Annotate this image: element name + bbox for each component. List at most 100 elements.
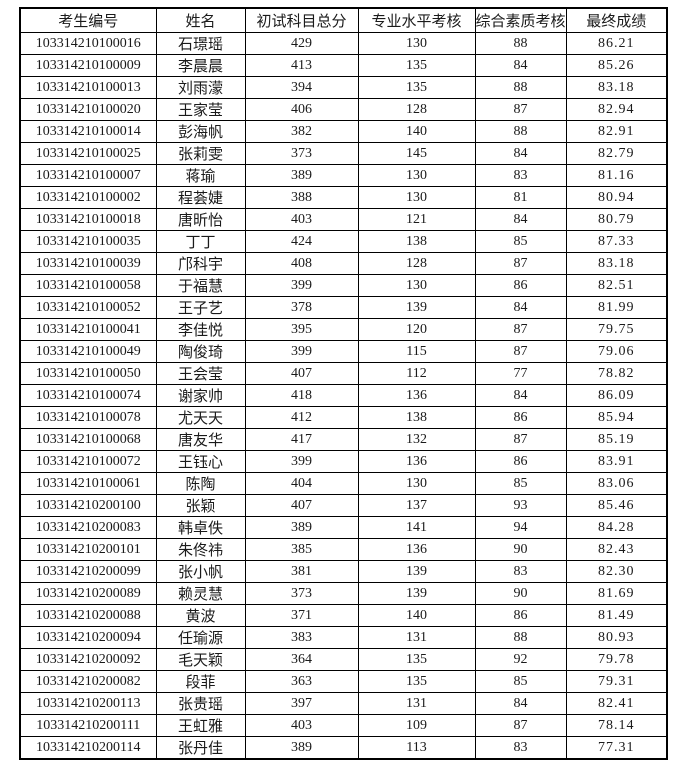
cell-professional-assessment: 115 <box>357 340 476 363</box>
cell-initial-exam-total: 418 <box>244 384 359 407</box>
cell-comprehensive-quality: 83 <box>474 736 567 760</box>
cell-initial-exam-total: 399 <box>244 274 359 297</box>
cell-candidate-id: 103314210200101 <box>19 538 157 561</box>
table-row: 103314210200113 张贵瑶 397 131 84 82.41 <box>19 692 668 715</box>
col-header-comprehensive-quality: 综合素质考核 <box>474 7 567 33</box>
cell-initial-exam-total: 404 <box>244 472 359 495</box>
cell-final-score: 81.16 <box>565 164 668 187</box>
cell-comprehensive-quality: 84 <box>474 384 567 407</box>
cell-name: 张贵瑶 <box>155 692 246 715</box>
cell-candidate-id: 103314210100016 <box>19 32 157 55</box>
cell-final-score: 82.51 <box>565 274 668 297</box>
cell-professional-assessment: 132 <box>357 428 476 451</box>
cell-comprehensive-quality: 84 <box>474 296 567 319</box>
cell-final-score: 82.79 <box>565 142 668 165</box>
cell-professional-assessment: 112 <box>357 362 476 385</box>
table-row: 103314210200089 赖灵慧 373 139 90 81.69 <box>19 582 668 605</box>
cell-comprehensive-quality: 81 <box>474 186 567 209</box>
cell-professional-assessment: 113 <box>357 736 476 760</box>
cell-professional-assessment: 121 <box>357 208 476 231</box>
cell-name: 王钰心 <box>155 450 246 473</box>
cell-candidate-id: 103314210200082 <box>19 670 157 693</box>
col-header-final-score: 最终成绩 <box>565 7 668 33</box>
cell-professional-assessment: 137 <box>357 494 476 517</box>
cell-final-score: 79.06 <box>565 340 668 363</box>
cell-candidate-id: 103314210200099 <box>19 560 157 583</box>
cell-initial-exam-total: 371 <box>244 604 359 627</box>
table-row: 103314210100007 蒋瑜 389 130 83 81.16 <box>19 164 668 187</box>
cell-final-score: 80.79 <box>565 208 668 231</box>
cell-name: 王家莹 <box>155 98 246 121</box>
cell-initial-exam-total: 388 <box>244 186 359 209</box>
cell-initial-exam-total: 399 <box>244 340 359 363</box>
cell-final-score: 83.91 <box>565 450 668 473</box>
cell-initial-exam-total: 394 <box>244 76 359 99</box>
cell-comprehensive-quality: 93 <box>474 494 567 517</box>
cell-name: 王会莹 <box>155 362 246 385</box>
cell-initial-exam-total: 385 <box>244 538 359 561</box>
cell-professional-assessment: 135 <box>357 54 476 77</box>
cell-candidate-id: 103314210100007 <box>19 164 157 187</box>
cell-candidate-id: 103314210100009 <box>19 54 157 77</box>
table-row: 103314210100078 尤天天 412 138 86 85.94 <box>19 406 668 429</box>
cell-comprehensive-quality: 90 <box>474 538 567 561</box>
cell-professional-assessment: 135 <box>357 670 476 693</box>
cell-professional-assessment: 141 <box>357 516 476 539</box>
cell-candidate-id: 103314210200083 <box>19 516 157 539</box>
cell-name: 陈陶 <box>155 472 246 495</box>
cell-comprehensive-quality: 84 <box>474 54 567 77</box>
cell-comprehensive-quality: 84 <box>474 692 567 715</box>
cell-final-score: 79.31 <box>565 670 668 693</box>
cell-name: 程荟婕 <box>155 186 246 209</box>
cell-comprehensive-quality: 88 <box>474 32 567 55</box>
cell-professional-assessment: 138 <box>357 230 476 253</box>
cell-professional-assessment: 139 <box>357 582 476 605</box>
cell-final-score: 83.18 <box>565 252 668 275</box>
cell-candidate-id: 103314210200114 <box>19 736 157 760</box>
cell-name: 王虹雅 <box>155 714 246 737</box>
table-row: 103314210100014 彭海帆 382 140 88 82.91 <box>19 120 668 143</box>
table-row: 103314210100052 王子艺 378 139 84 81.99 <box>19 296 668 319</box>
cell-comprehensive-quality: 88 <box>474 120 567 143</box>
cell-name: 朱佟祎 <box>155 538 246 561</box>
cell-candidate-id: 103314210100041 <box>19 318 157 341</box>
cell-professional-assessment: 120 <box>357 318 476 341</box>
cell-candidate-id: 103314210200089 <box>19 582 157 605</box>
cell-initial-exam-total: 407 <box>244 494 359 517</box>
cell-comprehensive-quality: 94 <box>474 516 567 539</box>
cell-name: 韩卓佚 <box>155 516 246 539</box>
cell-final-score: 82.41 <box>565 692 668 715</box>
cell-final-score: 83.06 <box>565 472 668 495</box>
cell-candidate-id: 103314210100049 <box>19 340 157 363</box>
cell-professional-assessment: 128 <box>357 98 476 121</box>
cell-comprehensive-quality: 87 <box>474 98 567 121</box>
cell-final-score: 79.75 <box>565 318 668 341</box>
cell-professional-assessment: 109 <box>357 714 476 737</box>
cell-comprehensive-quality: 87 <box>474 318 567 341</box>
cell-comprehensive-quality: 86 <box>474 274 567 297</box>
table-row: 103314210100009 李晨晨 413 135 84 85.26 <box>19 54 668 77</box>
cell-candidate-id: 103314210100035 <box>19 230 157 253</box>
cell-candidate-id: 103314210100074 <box>19 384 157 407</box>
cell-initial-exam-total: 373 <box>244 582 359 605</box>
table-row: 103314210200111 王虹雅 403 109 87 78.14 <box>19 714 668 737</box>
cell-comprehensive-quality: 85 <box>474 472 567 495</box>
cell-professional-assessment: 135 <box>357 648 476 671</box>
cell-candidate-id: 103314210100039 <box>19 252 157 275</box>
cell-professional-assessment: 145 <box>357 142 476 165</box>
cell-candidate-id: 103314210100068 <box>19 428 157 451</box>
cell-initial-exam-total: 424 <box>244 230 359 253</box>
table-row: 103314210100020 王家莹 406 128 87 82.94 <box>19 98 668 121</box>
col-header-candidate-id: 考生编号 <box>19 7 157 33</box>
cell-comprehensive-quality: 85 <box>474 670 567 693</box>
cell-initial-exam-total: 389 <box>244 164 359 187</box>
table-row: 103314210200100 张颖 407 137 93 85.46 <box>19 494 668 517</box>
cell-candidate-id: 103314210100061 <box>19 472 157 495</box>
cell-comprehensive-quality: 88 <box>474 76 567 99</box>
table-row: 103314210100013 刘雨濛 394 135 88 83.18 <box>19 76 668 99</box>
cell-candidate-id: 103314210200113 <box>19 692 157 715</box>
table-row: 103314210200101 朱佟祎 385 136 90 82.43 <box>19 538 668 561</box>
cell-initial-exam-total: 417 <box>244 428 359 451</box>
cell-candidate-id: 103314210100058 <box>19 274 157 297</box>
cell-name: 石璟瑶 <box>155 32 246 55</box>
